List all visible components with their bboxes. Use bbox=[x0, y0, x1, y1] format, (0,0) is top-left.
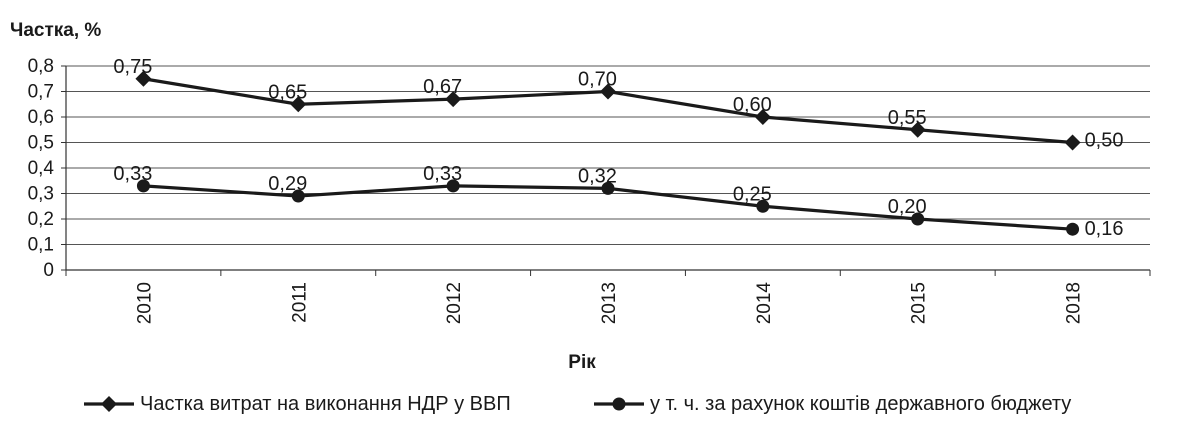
data-label: 0,67 bbox=[423, 76, 462, 98]
y-tick-label: 0,7 bbox=[28, 82, 54, 103]
y-tick-label: 0 bbox=[43, 260, 54, 281]
x-tick-label: 2013 bbox=[599, 282, 620, 324]
data-label: 0,33 bbox=[423, 163, 462, 185]
y-tick-label: 0,1 bbox=[28, 235, 54, 256]
x-tick-label: 2011 bbox=[289, 282, 310, 323]
y-tick-label: 0,5 bbox=[28, 133, 54, 154]
diamond-marker bbox=[290, 96, 307, 113]
x-axis-title: Рік bbox=[568, 352, 596, 373]
legend-diamond-icon bbox=[101, 396, 117, 412]
data-label: 0,16 bbox=[1085, 218, 1124, 240]
y-tick-label: 0,2 bbox=[28, 209, 54, 230]
x-tick-labels: 2010 2011 2012 2013 2014 2015 2018 bbox=[134, 282, 1084, 325]
circle-marker bbox=[136, 179, 150, 193]
data-label: 0,50 bbox=[1085, 130, 1124, 152]
y-tick-label: 0,8 bbox=[28, 56, 54, 77]
legend-label: Частка витрат на виконання НДР у ВВП bbox=[140, 393, 511, 415]
circle-marker bbox=[756, 199, 770, 213]
legend-label: у т. ч. за рахунок коштів державного бюд… bbox=[650, 393, 1071, 415]
data-labels: 0,75 0,65 0,67 0,70 0,60 0,55 0,50 0,33 0,29 0,33… bbox=[113, 56, 1123, 240]
x-tick-label: 2012 bbox=[444, 282, 465, 324]
y-tick-label: 0,4 bbox=[28, 158, 55, 179]
diamond-marker bbox=[1064, 134, 1081, 151]
x-tick-label: 2014 bbox=[754, 282, 775, 325]
series-layer bbox=[135, 70, 1081, 236]
data-label: 0,20 bbox=[888, 196, 927, 218]
diamond-marker bbox=[445, 91, 462, 108]
diamond-marker bbox=[135, 70, 152, 87]
y-tick-label: 0,6 bbox=[28, 107, 54, 128]
data-label: 0,75 bbox=[113, 56, 152, 78]
x-tick-label: 2010 bbox=[134, 282, 155, 324]
data-label: 0,70 bbox=[578, 69, 617, 91]
circle-marker bbox=[911, 212, 925, 226]
circle-marker bbox=[291, 189, 305, 203]
axes bbox=[61, 65, 1151, 276]
diamond-marker bbox=[600, 83, 616, 100]
data-label: 0,60 bbox=[733, 94, 772, 116]
legend-circle-icon bbox=[612, 397, 626, 411]
data-label: 0,29 bbox=[268, 173, 307, 195]
y-axis-title: Частка, % bbox=[10, 20, 101, 41]
diamond-marker bbox=[754, 109, 771, 125]
diamond-marker bbox=[909, 121, 926, 138]
y-tick-label: 0,3 bbox=[28, 184, 54, 205]
data-label: 0,65 bbox=[268, 81, 307, 103]
circle-marker bbox=[601, 181, 615, 195]
data-label: 0,32 bbox=[578, 165, 617, 187]
data-label: 0,55 bbox=[888, 107, 927, 129]
data-label: 0,33 bbox=[113, 163, 152, 185]
data-label: 0,25 bbox=[733, 183, 772, 205]
x-tick-label: 2018 bbox=[1064, 282, 1085, 324]
x-tick-label: 2015 bbox=[909, 282, 930, 324]
y-tick-labels: 0 0,1 0,2 0,3 0,4 0,5 0,6 0,7 0,8 bbox=[28, 56, 55, 281]
legend: Частка витрат на виконання НДР у ВВП у т.… bbox=[84, 393, 1071, 415]
circle-marker bbox=[446, 179, 460, 193]
circle-marker bbox=[1066, 222, 1080, 236]
